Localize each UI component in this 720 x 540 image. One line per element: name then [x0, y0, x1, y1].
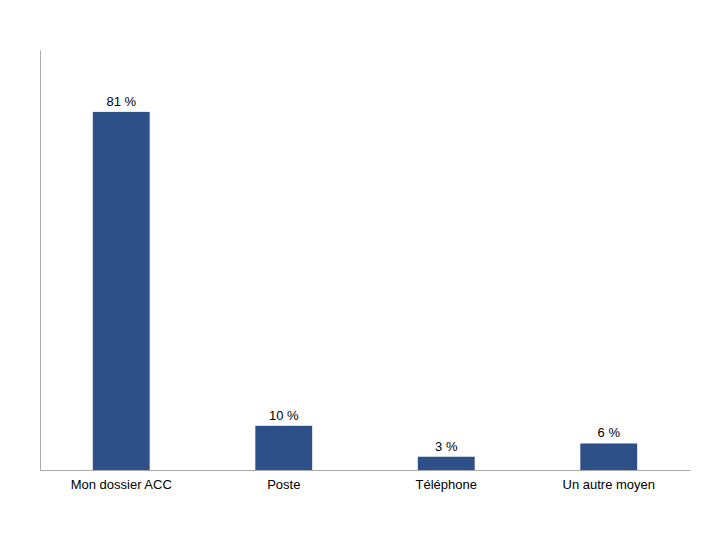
- chart: Mon dossier ACC Poste Téléphone Un autre mo…: [0, 0, 720, 540]
- bars: [93, 112, 637, 470]
- y-axis: [40, 51, 41, 471]
- data-label: 10 %: [269, 408, 299, 423]
- x-tick: Téléphone: [416, 477, 477, 492]
- x-tick-label: Mon dossier ACC: [71, 477, 172, 492]
- x-axis-line: [41, 470, 691, 471]
- x-tick-label: Un autre moyen: [563, 477, 656, 492]
- data-labels: 81 % 10 % 3 % 6 %: [106, 94, 620, 454]
- bar: [580, 443, 637, 470]
- bar: [255, 426, 312, 470]
- plot-area: Mon dossier ACC Poste Téléphone Un autre mo…: [41, 51, 691, 493]
- data-label: 6 %: [598, 425, 621, 440]
- data-label: 3 %: [435, 439, 458, 454]
- x-tick: Mon dossier ACC: [71, 477, 172, 492]
- x-tick: Un autre moyen: [563, 477, 656, 492]
- x-tick-label: Poste: [267, 477, 300, 492]
- bar: [93, 112, 150, 470]
- x-axis: Mon dossier ACC Poste Téléphone Un autre mo…: [41, 471, 691, 493]
- x-tick: Poste: [267, 477, 300, 492]
- bar: [418, 457, 475, 470]
- data-label: 81 %: [106, 94, 136, 109]
- y-axis-line: [40, 51, 41, 471]
- x-tick-label: Téléphone: [416, 477, 477, 492]
